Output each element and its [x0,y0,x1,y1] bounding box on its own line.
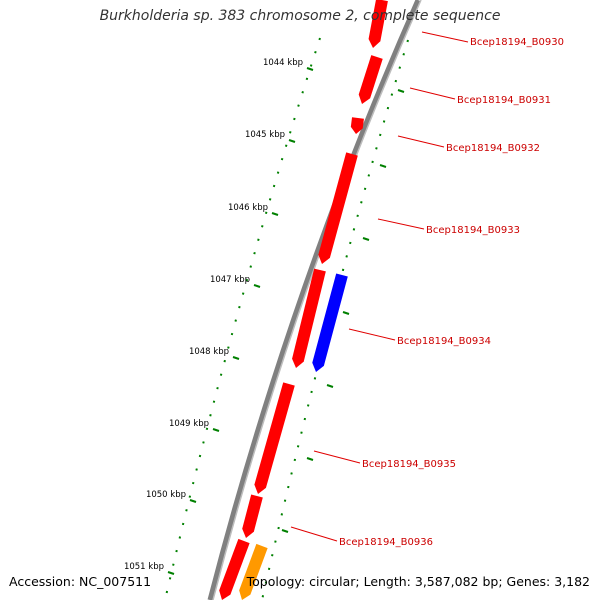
gene-label-leader [290,526,338,542]
map-title: Burkholderia sp. 383 chromosome 2, compl… [99,8,501,24]
gc-tick-mark [326,384,334,388]
gc-tick-mark [281,529,289,533]
scale-tick-label: 1044 kbp [263,58,303,68]
gc-tick-mark [397,89,405,93]
gene-arrow [254,382,295,494]
scale-tick-mark [288,139,296,143]
gene-label[interactable]: Bcep18194_B0931 [457,95,551,106]
scale-tick-label: 1051 kbp [124,562,164,572]
gene-label-leader [421,31,469,43]
scale-tick-label: 1050 kbp [146,490,186,500]
gc-tick-mark [362,237,370,241]
gene-arrow [312,273,348,372]
gene-label[interactable]: Bcep18194_B0933 [426,225,520,236]
scale-tick-mark [306,67,314,71]
scale-tick-mark [189,499,197,503]
scale-tick-mark [232,356,240,360]
gene-label-leader [409,87,456,100]
topology-text: Topology: circular; Length: 3,587,082 bp… [246,574,590,589]
gc-tick-mark [306,457,314,461]
gene-arrow [318,152,358,264]
gene-arrow [292,268,326,368]
gene-arrow [350,117,364,134]
gc-skew-ticks [281,89,405,533]
chromosome-backbone [207,0,421,600]
gene-arrow [368,0,388,48]
scale-tick-mark [212,428,220,432]
scale-tick-label: 1046 kbp [228,203,268,213]
gene-label[interactable]: Bcep18194_B0935 [362,459,456,470]
gene-arrow [358,55,383,104]
gene-labels: Bcep18194_B0930 Bcep18194_B0931 Bcep18194_… [290,31,564,548]
scale-tick-label: 1047 kbp [210,275,250,285]
scale-tick-label: 1045 kbp [245,130,285,140]
gene-label-leader [377,218,425,230]
gc-tick-mark [379,164,387,168]
scale-tick-mark [271,212,279,216]
gene-arrow [219,538,250,600]
gene-arrow [242,494,263,538]
gene-label-leader [348,328,396,341]
chromosome-backbone-highlight [212,0,422,600]
gene-label[interactable]: Bcep18194_B0936 [339,537,433,548]
scale-ticks: 1044 kbp 1045 kbp 1046 kbp 1047 kbp 1048 kbp… [124,58,314,575]
accession-text: Accession: NC_007511 [9,574,152,589]
gene-label[interactable]: Bcep18194_B0930 [470,37,564,48]
scale-tick-mark [167,571,175,575]
scale-tick-mark [253,284,261,288]
gene-arrow [239,543,268,600]
gc-tick-mark [342,311,350,315]
gene-label[interactable]: Bcep18194_B0932 [446,143,540,154]
gene-label[interactable]: Bcep18194_B0934 [397,336,491,347]
gene-features [219,0,388,600]
scale-tick-label: 1049 kbp [169,419,209,429]
gene-label-leader [397,135,445,148]
gene-label-leader [313,450,361,464]
scale-tick-label: 1048 kbp [189,347,229,357]
